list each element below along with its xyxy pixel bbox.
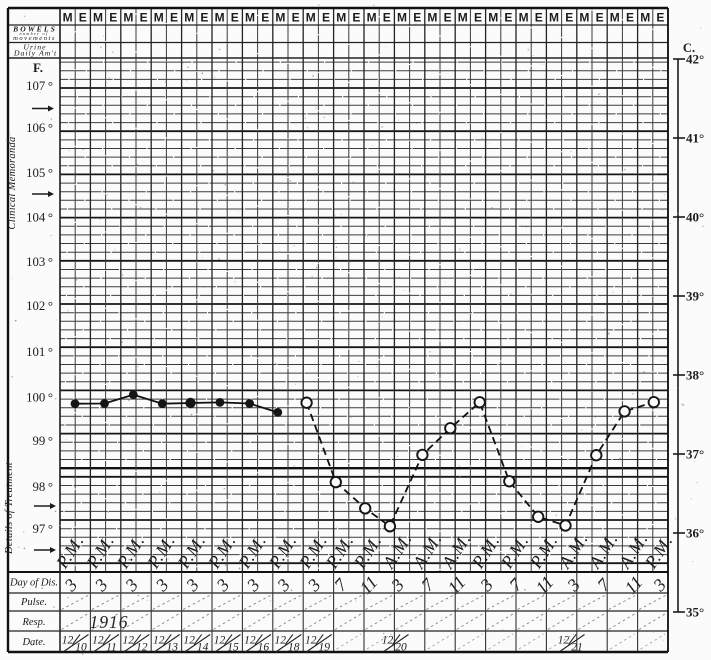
svg-text:M: M [488,11,498,25]
svg-text:98 °: 98 ° [33,480,53,494]
svg-text:M: M [215,11,225,25]
svg-text:12: 12 [382,635,394,647]
svg-text:M: M [123,11,133,25]
svg-text:12: 12 [153,635,165,647]
svg-text:M: M [275,11,285,25]
svg-text:101 °: 101 ° [26,345,53,359]
svg-text:13: 13 [166,642,178,654]
svg-text:M: M [579,11,589,25]
svg-text:1916: 1916 [90,612,129,632]
svg-text:E: E [656,11,664,25]
svg-text:M: M [306,11,316,25]
svg-text:M: M [640,11,650,25]
svg-text:C.: C. [683,41,695,55]
svg-text:M: M [427,11,437,25]
svg-text:12: 12 [123,635,135,647]
svg-text:12: 12 [305,635,317,647]
svg-text:12: 12 [275,635,287,647]
svg-text:12: 12 [136,642,148,654]
svg-text:12: 12 [62,635,74,647]
svg-text:E: E [626,11,634,25]
svg-text:E: E [261,11,269,25]
svg-text:Day of Dis.: Day of Dis. [9,578,58,589]
svg-text:Daily Am't: Daily Am't [13,49,57,58]
svg-text:106 °: 106 ° [26,121,53,135]
svg-text:37°: 37° [686,447,704,462]
svg-text:15: 15 [227,642,239,654]
svg-text:100 °: 100 ° [26,391,53,405]
svg-text:Resp.: Resp. [21,617,45,628]
svg-text:M: M [336,11,346,25]
svg-text:41°: 41° [686,131,704,146]
svg-text:16: 16 [258,642,270,654]
svg-text:E: E [109,11,117,25]
svg-text:E: E [292,11,300,25]
svg-text:11: 11 [106,642,117,654]
svg-text:M: M [458,11,468,25]
svg-text:M: M [63,11,73,25]
svg-text:E: E [504,11,512,25]
svg-text:19: 19 [318,642,330,654]
svg-text:104 °: 104 ° [26,211,53,225]
svg-text:M: M [610,11,620,25]
svg-text:E: E [383,11,391,25]
svg-text:21: 21 [571,642,583,654]
svg-text:Date.: Date. [21,637,45,648]
svg-text:Clinical Memoranda: Clinical Memoranda [7,136,18,229]
svg-text:99 °: 99 ° [33,434,53,448]
svg-text:107 °: 107 ° [26,79,53,93]
svg-text:103 °: 103 ° [26,255,53,269]
svg-text:movements: movements [13,35,56,42]
svg-text:E: E [444,11,452,25]
svg-text:M: M [397,11,407,25]
svg-text:36°: 36° [686,526,704,541]
svg-text:E: E [535,11,543,25]
svg-text:E: E [474,11,482,25]
svg-text:number of: number of [20,31,49,36]
svg-text:M: M [549,11,559,25]
svg-text:18: 18 [288,642,300,654]
svg-text:42°: 42° [686,52,704,67]
svg-text:12: 12 [92,635,104,647]
svg-text:M: M [93,11,103,25]
svg-text:E: E [231,11,239,25]
svg-text:E: E [140,11,148,25]
svg-text:38°: 38° [686,368,704,383]
svg-text:E: E [596,11,604,25]
svg-text:12: 12 [244,635,256,647]
svg-text:E: E [170,11,178,25]
svg-text:M: M [245,11,255,25]
svg-text:E: E [79,11,87,25]
svg-text:E: E [413,11,421,25]
svg-text:BOWELS: BOWELS [12,25,57,34]
svg-text:10: 10 [75,642,87,654]
svg-text:E: E [565,11,573,25]
svg-text:14: 14 [197,642,209,654]
svg-text:Urine: Urine [23,42,46,51]
svg-text:E: E [352,11,360,25]
svg-text:39°: 39° [686,289,704,304]
svg-text:97 °: 97 ° [33,522,53,536]
svg-text:20: 20 [395,642,407,654]
svg-text:M: M [367,11,377,25]
svg-text:35°: 35° [686,605,704,620]
svg-text:105 °: 105 ° [26,166,53,180]
svg-text:Details of Treatment: Details of Treatment [4,461,15,555]
svg-text:M: M [519,11,529,25]
svg-text:F.: F. [33,60,43,75]
svg-text:E: E [200,11,208,25]
svg-text:12: 12 [214,635,226,647]
svg-text:102 °: 102 ° [26,299,53,313]
svg-text:E: E [322,11,330,25]
svg-text:Pulse.: Pulse. [20,597,47,608]
svg-text:12: 12 [183,635,195,647]
svg-text:M: M [154,11,164,25]
svg-text:M: M [184,11,194,25]
svg-text:40°: 40° [686,210,704,225]
